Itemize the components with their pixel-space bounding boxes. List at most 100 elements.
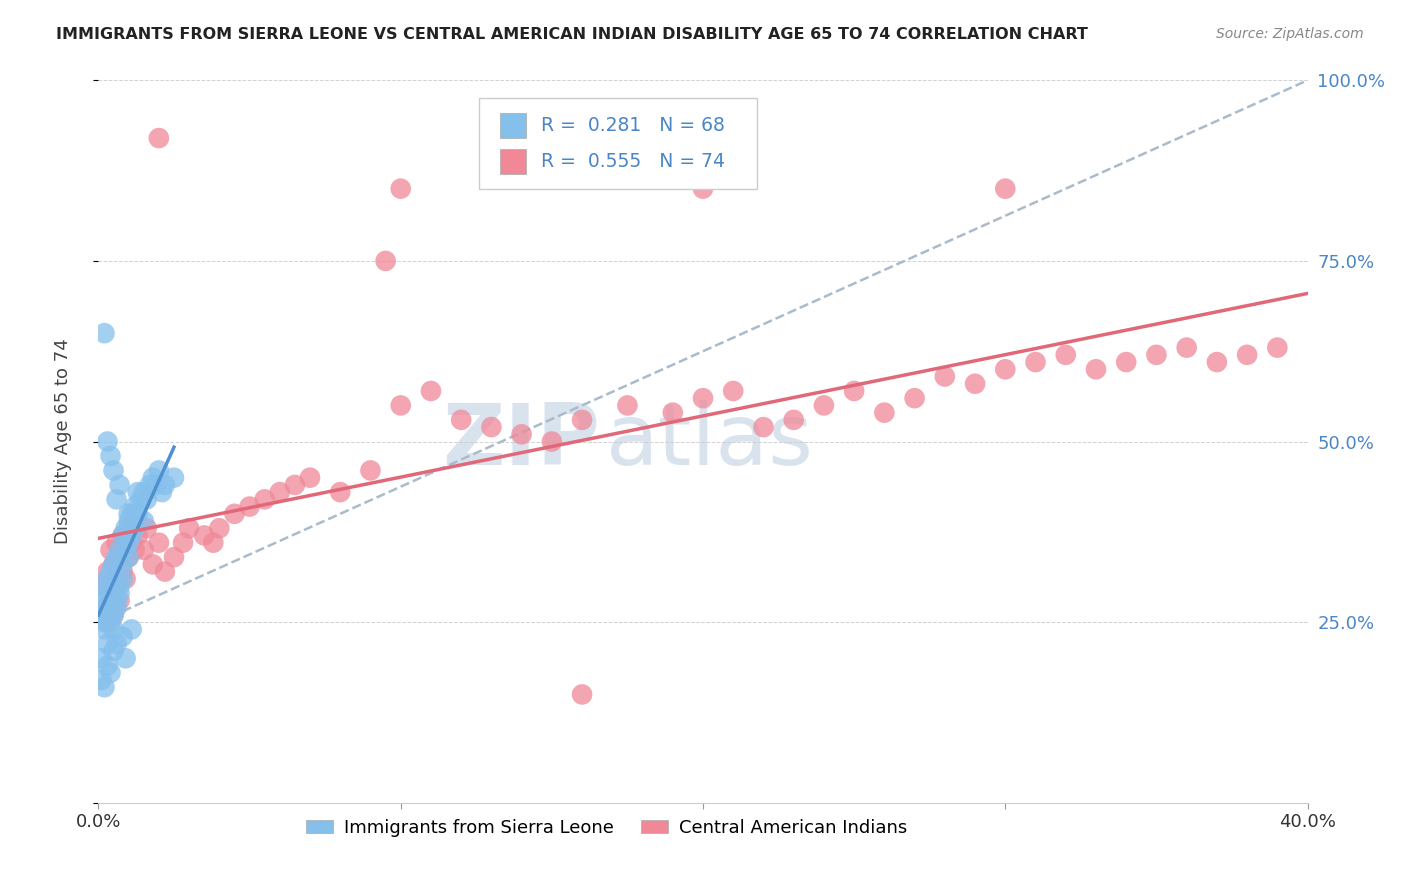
Point [96, 658, 118, 673]
Point [90, 651, 112, 665]
Point [103, 623, 125, 637]
Point [269, 485, 291, 500]
Point [96, 607, 118, 622]
Point [127, 528, 149, 542]
Point [111, 630, 134, 644]
Point [510, 427, 533, 442]
Point [118, 535, 141, 549]
Point [284, 478, 307, 492]
Point [124, 542, 146, 557]
Point [360, 463, 382, 477]
Point [965, 376, 987, 391]
Point [150, 485, 173, 500]
Point [105, 579, 128, 593]
Point [904, 391, 927, 405]
Point [873, 406, 896, 420]
Point [202, 535, 225, 549]
Point [114, 542, 136, 557]
Text: ZIP: ZIP [443, 400, 600, 483]
Point [108, 542, 131, 557]
Point [148, 131, 170, 145]
Point [1085, 362, 1108, 376]
Point [329, 485, 352, 500]
Point [132, 514, 155, 528]
Point [100, 542, 122, 557]
Point [139, 478, 162, 492]
Point [1144, 348, 1167, 362]
Point [374, 253, 396, 268]
Point [121, 535, 143, 549]
Point [124, 521, 146, 535]
Point [118, 507, 141, 521]
Point [148, 463, 170, 477]
Point [179, 521, 201, 535]
Point [752, 420, 775, 434]
Point [96, 572, 118, 586]
Point [1206, 355, 1229, 369]
Text: atlas: atlas [606, 400, 814, 483]
Point [540, 434, 562, 449]
Text: R =  0.555   N = 74: R = 0.555 N = 74 [541, 153, 725, 171]
Point [118, 550, 141, 565]
Point [389, 398, 412, 412]
Point [994, 362, 1017, 376]
Point [934, 369, 956, 384]
Point [103, 607, 125, 622]
Point [93, 579, 115, 593]
Point [105, 492, 128, 507]
Point [163, 550, 186, 565]
Point [105, 593, 128, 607]
Point [93, 623, 115, 637]
Point [148, 535, 170, 549]
Point [132, 485, 155, 500]
Y-axis label: Disability Age 65 to 74: Disability Age 65 to 74 [53, 339, 72, 544]
Point [111, 558, 134, 572]
Point [111, 528, 134, 542]
Point [142, 470, 165, 484]
Point [114, 572, 136, 586]
Point [105, 550, 128, 565]
Point [145, 478, 167, 492]
Point [163, 470, 186, 484]
Point [129, 492, 152, 507]
Point [103, 558, 125, 572]
Point [1024, 355, 1046, 369]
Point [100, 593, 122, 607]
Point [90, 593, 112, 607]
Point [135, 492, 157, 507]
Point [90, 607, 112, 622]
Point [100, 449, 122, 463]
Point [994, 182, 1017, 196]
Point [111, 528, 134, 542]
Point [420, 384, 443, 398]
Point [96, 615, 118, 630]
Point [108, 593, 131, 607]
Point [692, 182, 714, 196]
Point [93, 680, 115, 694]
Point [111, 565, 134, 579]
Point [142, 558, 165, 572]
Point [103, 463, 125, 477]
Point [100, 600, 122, 615]
Point [450, 413, 472, 427]
Point [616, 398, 638, 412]
Point [571, 413, 593, 427]
Point [96, 565, 118, 579]
Point [105, 600, 128, 615]
Point [1175, 341, 1198, 355]
Point [100, 615, 122, 630]
Point [96, 586, 118, 600]
Bar [501, 112, 526, 138]
Point [661, 406, 683, 420]
Point [1267, 341, 1289, 355]
Point [114, 651, 136, 665]
Point [692, 391, 714, 405]
Point [127, 507, 149, 521]
Point [100, 565, 122, 579]
Point [723, 384, 745, 398]
Point [93, 600, 115, 615]
Point [1115, 355, 1137, 369]
Point [100, 593, 122, 607]
Point [132, 542, 155, 557]
Point [108, 579, 131, 593]
